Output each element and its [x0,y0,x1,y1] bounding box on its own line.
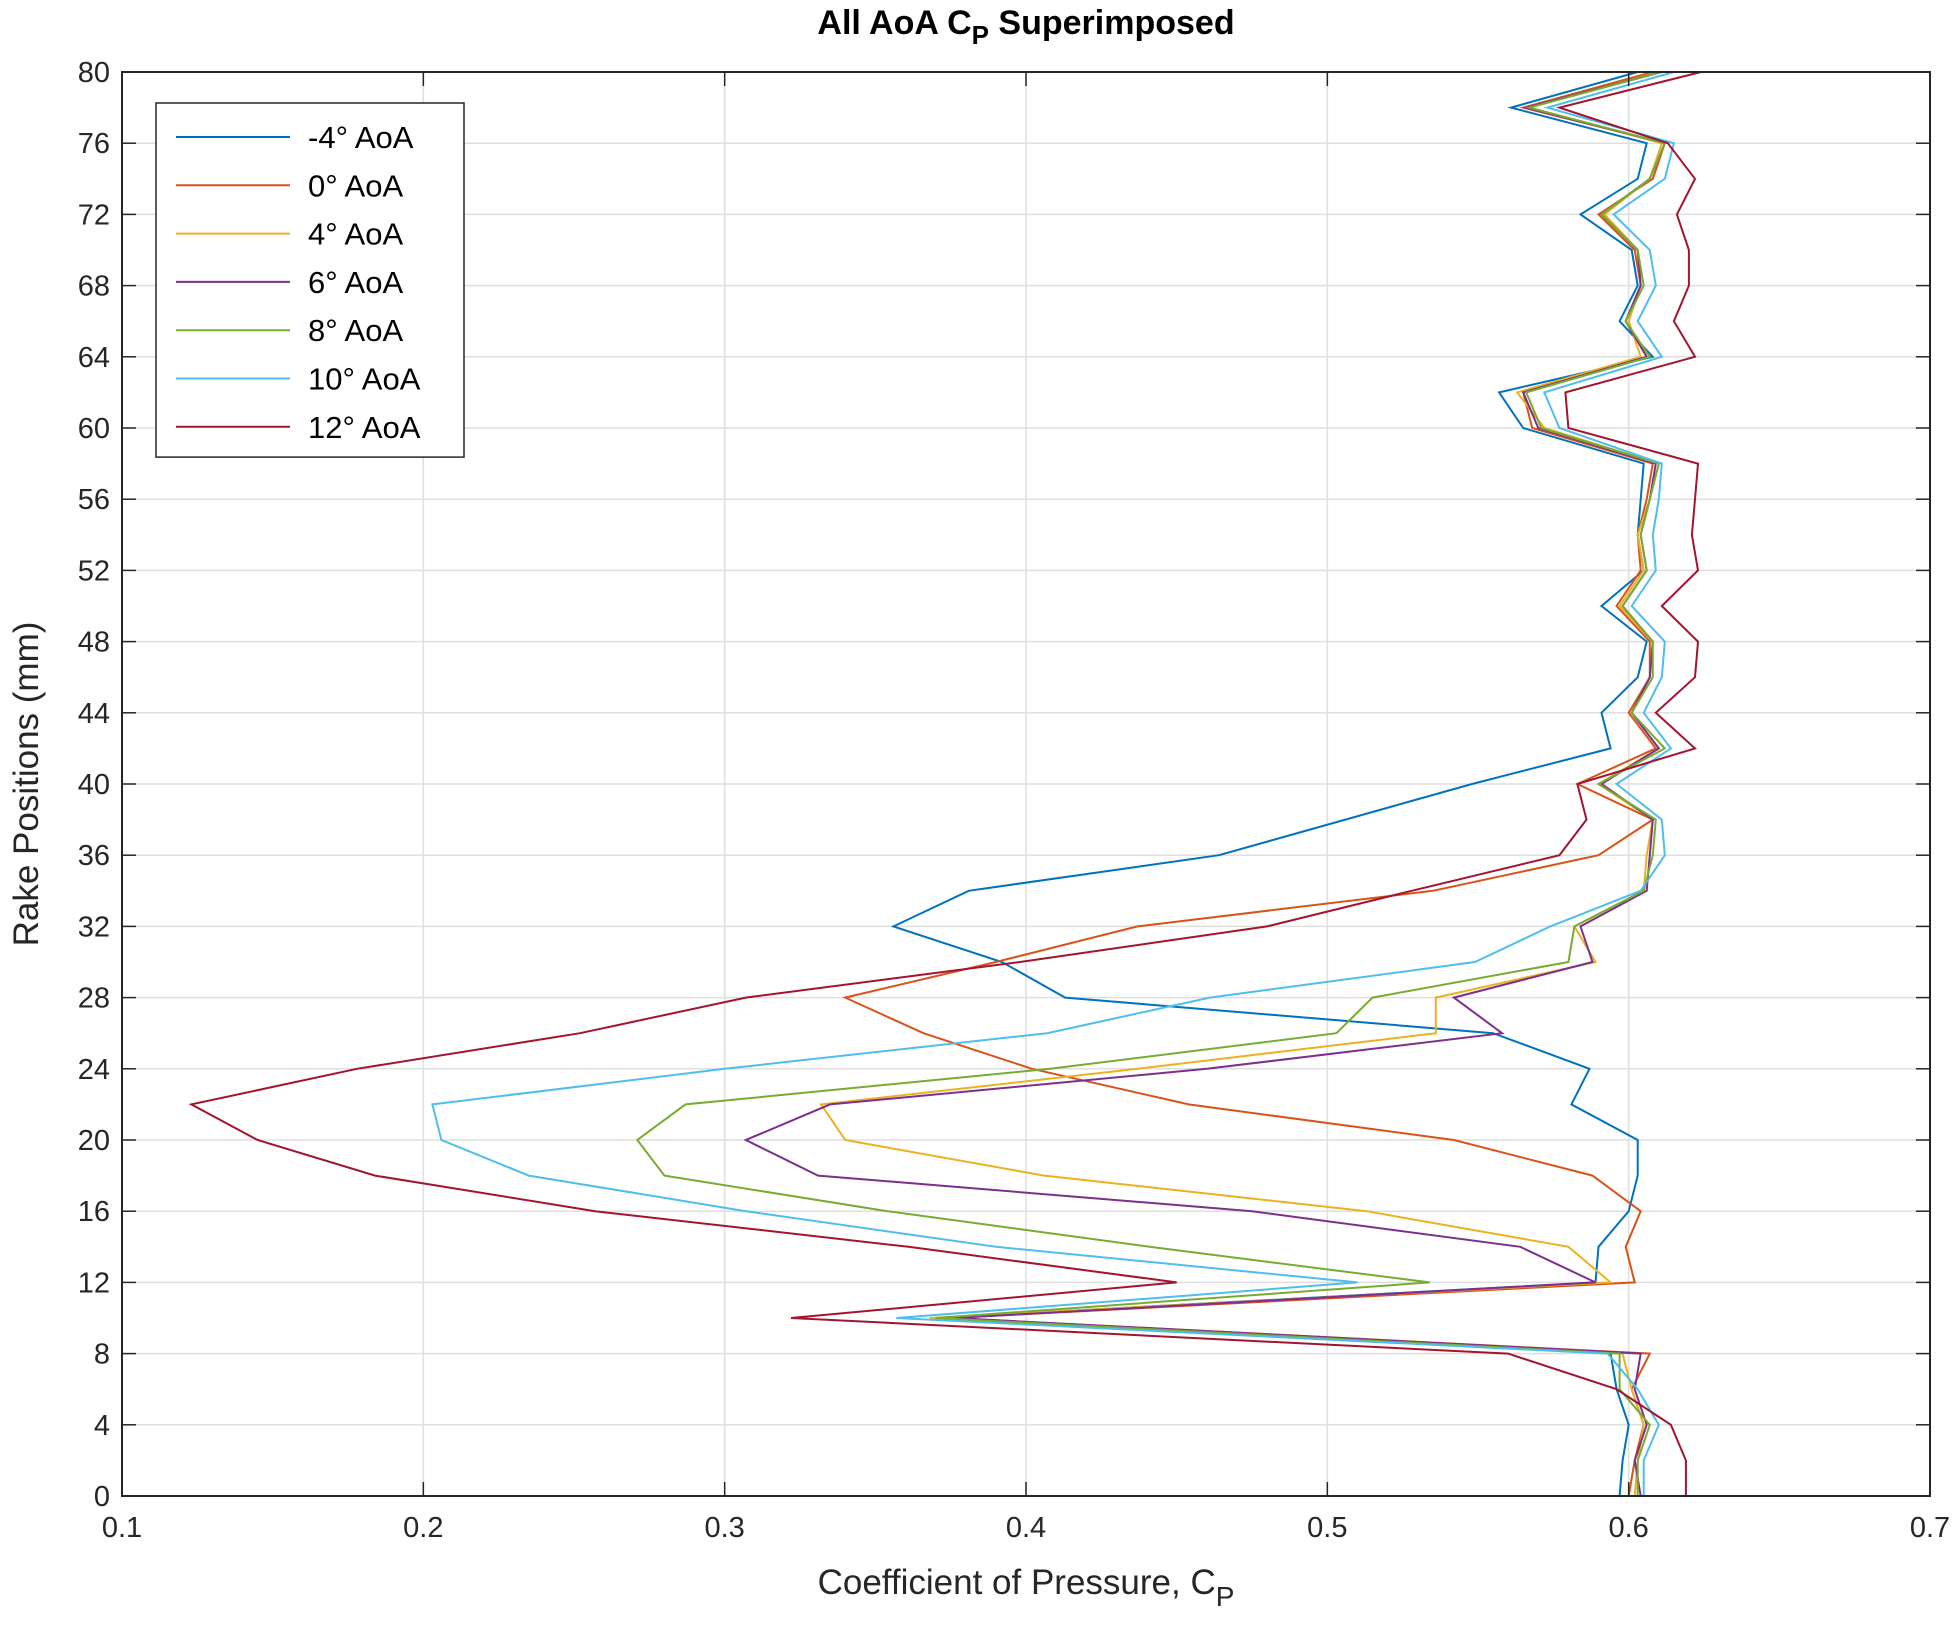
y-tick-label: 48 [78,627,110,659]
x-tick-label: 0.7 [1910,1512,1950,1544]
x-tick-label: 0.6 [1609,1512,1649,1544]
x-axis-title: Coefficient of Pressure, CP [818,1563,1235,1612]
y-tick-label: 44 [78,698,110,730]
y-tick-label: 24 [78,1054,110,1086]
series-line-10-aoa [431,71,1676,1496]
x-tick-label: 0.1 [102,1512,142,1544]
data-series [188,71,1702,1497]
y-tick-label: 20 [78,1125,110,1157]
y-tick-label: 40 [78,769,110,801]
y-tick-label: 36 [78,840,110,872]
legend-label: 0° AoA [308,168,403,203]
legend-label: 6° AoA [308,265,403,300]
y-tick-label: 32 [78,911,110,943]
legend-label: 12° AoA [308,410,421,445]
legend-label: 8° AoA [308,313,403,348]
legend-label: 4° AoA [308,217,403,252]
chart-title: All AoA CP Superimposed [817,4,1234,50]
x-tick-label: 0.2 [403,1512,443,1544]
y-tick-label: 76 [78,128,110,160]
legend-box [155,102,465,458]
y-tick-label: 28 [78,983,110,1015]
y-tick-label: 4 [94,1410,110,1442]
y-tick-label: 16 [78,1196,110,1228]
y-tick-label: 68 [78,271,110,303]
legend: -4° AoA 0° AoA 4° AoA 6° AoA 8° AoA 10° AoA 12… [155,102,465,458]
y-tick-label: 8 [94,1339,110,1371]
y-tick-label: 52 [78,555,110,587]
y-tick-label: 72 [78,199,110,231]
y-tick-label: 64 [78,342,110,374]
y-axis-title: Rake Positions (mm) [7,622,46,947]
series-line-12-aoa [188,71,1702,1496]
y-tick-label: 60 [78,413,110,445]
x-tick-label: 0.3 [705,1512,745,1544]
legend-label: -4° AoA [308,120,414,155]
series-line-4-aoa [890,71,1655,1497]
x-tick-label: 0.5 [1307,1512,1347,1544]
y-tick-label: 0 [94,1481,110,1513]
x-tick-label: 0.4 [1006,1512,1046,1544]
y-tick-label: 12 [78,1267,110,1299]
y-tick-label: 56 [78,484,110,516]
legend-label: 10° AoA [308,362,421,397]
series-line-8-aoa [635,71,1667,1496]
axis-ticks: 0.1 0.2 0.3 0.4 0.5 0.6 0.70481216202428323640… [78,57,1950,1544]
y-tick-label: 80 [78,57,110,89]
